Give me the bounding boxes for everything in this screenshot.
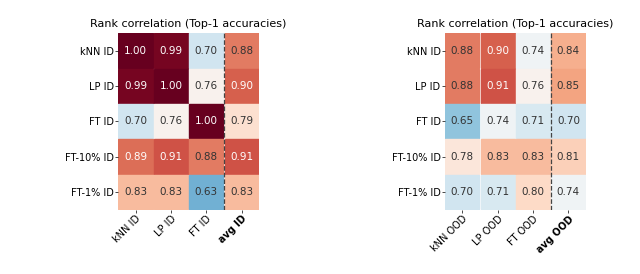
Bar [118,175,153,209]
Title: Rank correlation (Top-1 accuracies): Rank correlation (Top-1 accuracies) [90,19,287,29]
Bar [551,104,586,138]
Text: 0.88: 0.88 [451,45,474,56]
Bar [189,139,223,174]
Text: 0.88: 0.88 [451,81,474,91]
Bar [481,139,515,174]
Bar [118,69,153,103]
Text: 0.83: 0.83 [124,187,147,197]
Bar [516,139,550,174]
Bar [154,139,188,174]
Bar [118,104,153,138]
Bar [551,139,586,174]
Bar [445,69,479,103]
Text: 0.90: 0.90 [486,45,509,56]
Text: 0.81: 0.81 [557,152,580,162]
Text: 0.80: 0.80 [522,187,545,197]
Text: 0.70: 0.70 [451,187,474,197]
Text: 0.99: 0.99 [124,81,147,91]
Bar [551,69,586,103]
Text: 1.00: 1.00 [124,45,147,56]
Text: 0.83: 0.83 [522,152,545,162]
Bar [154,175,188,209]
Bar [118,33,153,68]
Text: 0.90: 0.90 [230,81,253,91]
Bar [445,175,479,209]
Text: 0.83: 0.83 [486,152,509,162]
Text: 0.91: 0.91 [159,152,182,162]
Bar [481,69,515,103]
Text: 0.89: 0.89 [124,152,147,162]
Text: 0.76: 0.76 [195,81,218,91]
Text: 0.88: 0.88 [195,152,218,162]
Bar [225,104,259,138]
Bar [551,33,586,68]
Bar [154,33,188,68]
Text: 0.71: 0.71 [522,116,545,126]
Bar [481,175,515,209]
Text: 0.74: 0.74 [522,45,545,56]
Bar [189,104,223,138]
Bar [516,69,550,103]
Bar [516,175,550,209]
Text: 0.74: 0.74 [486,116,509,126]
Text: 0.76: 0.76 [159,116,182,126]
Bar [445,139,479,174]
Text: 0.70: 0.70 [124,116,147,126]
Text: 0.84: 0.84 [557,45,580,56]
Text: 0.83: 0.83 [230,187,253,197]
Bar [189,69,223,103]
Text: 0.79: 0.79 [230,116,253,126]
Bar [516,33,550,68]
Bar [118,139,153,174]
Text: 0.85: 0.85 [557,81,580,91]
Text: 1.00: 1.00 [159,81,182,91]
Text: 0.78: 0.78 [451,152,474,162]
Bar [481,104,515,138]
Bar [154,69,188,103]
Text: 1.00: 1.00 [195,116,218,126]
Text: 0.91: 0.91 [230,152,253,162]
Bar [481,33,515,68]
Text: 0.70: 0.70 [195,45,218,56]
Bar [225,175,259,209]
Bar [225,69,259,103]
Title: Rank correlation (Top-1 accuracies): Rank correlation (Top-1 accuracies) [417,19,614,29]
Text: 0.99: 0.99 [159,45,182,56]
Text: 0.88: 0.88 [230,45,253,56]
Text: 0.74: 0.74 [557,187,580,197]
Text: 0.70: 0.70 [557,116,580,126]
Text: 0.76: 0.76 [522,81,545,91]
Bar [189,33,223,68]
Text: 0.83: 0.83 [159,187,182,197]
Bar [516,104,550,138]
Bar [445,104,479,138]
Text: 0.63: 0.63 [195,187,218,197]
Bar [189,175,223,209]
Bar [225,139,259,174]
Bar [551,175,586,209]
Bar [225,33,259,68]
Bar [445,33,479,68]
Bar [154,104,188,138]
Text: 0.65: 0.65 [451,116,474,126]
Text: 0.71: 0.71 [486,187,509,197]
Text: 0.91: 0.91 [486,81,509,91]
